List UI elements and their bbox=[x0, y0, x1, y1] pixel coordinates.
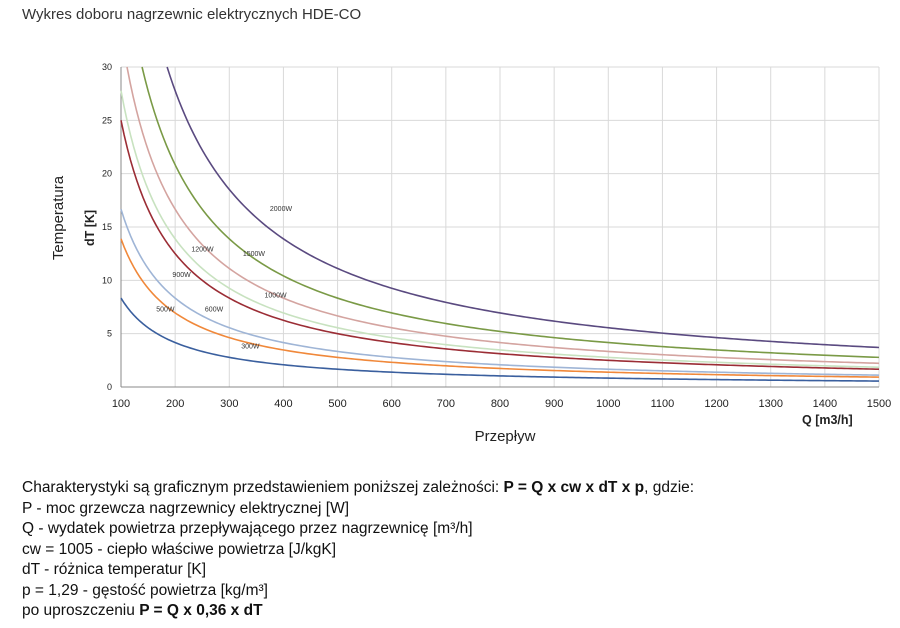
series-labels: 300W 500W 600W 900W 1000W 1200W 1500W 2000W bbox=[156, 206, 292, 351]
definition-p: P - moc grzewcza nagrzewnicy elektryczne… bbox=[22, 499, 350, 517]
formula-main: P = Q x cw x dT x p bbox=[503, 479, 645, 496]
series-line-600W bbox=[120, 208, 880, 376]
x-tick-label-200: 200 bbox=[166, 398, 184, 410]
x-tick-labels: 100 200 300 400 500 600 700 800 900 1000 1100 1200 1… bbox=[112, 398, 891, 410]
chart-title: Wykres doboru nagrzewnic elektrycznych H… bbox=[22, 6, 362, 23]
x-tick-label-300: 300 bbox=[220, 398, 238, 410]
formula-description: Charakterystyki są graficznym przedstawi… bbox=[22, 478, 694, 622]
y-tick-label-20: 20 bbox=[102, 169, 112, 179]
simplified-formula-line: po uproszczeniu P = Q x 0,36 x dT bbox=[22, 602, 263, 619]
x-axis-label-unit: Q [m3/h] bbox=[802, 413, 853, 427]
x-tick-label-1300: 1300 bbox=[758, 398, 782, 410]
definition-cw: cw = 1005 - ciepło właściwe powietrza [J… bbox=[22, 540, 337, 558]
y-tick-label-30: 30 bbox=[102, 62, 112, 72]
y-tick-label-0: 0 bbox=[107, 382, 112, 392]
x-tick-label-1000: 1000 bbox=[596, 398, 620, 410]
x-tick-label-1100: 1100 bbox=[651, 398, 675, 410]
x-tick-label-1200: 1200 bbox=[704, 398, 728, 410]
series-label-1000W: 1000W bbox=[264, 292, 287, 299]
x-tick-label-800: 800 bbox=[491, 398, 509, 410]
series-label-1500W: 1500W bbox=[243, 251, 266, 258]
y-tick-label-10: 10 bbox=[102, 275, 112, 285]
x-tick-label-600: 600 bbox=[383, 398, 401, 410]
definition-q: Q - wydatek powietrza przepływającego pr… bbox=[22, 520, 473, 537]
y-axis-label-main: Temperatura bbox=[50, 175, 67, 260]
series-lines bbox=[120, 66, 880, 382]
formula-simplified: P = Q x 0,36 x dT bbox=[139, 602, 263, 619]
definition-dt: dT - różnica temperatur [K] bbox=[22, 561, 207, 578]
formula-intro-line: Charakterystyki są graficznym przedstawi… bbox=[22, 479, 695, 496]
definition-density: p = 1,29 - gęstość powietrza [kg/m³] bbox=[22, 581, 268, 599]
series-label-900W: 900W bbox=[172, 272, 191, 279]
y-tick-labels: 0 5 10 15 20 25 30 bbox=[102, 62, 112, 392]
series-label-2000W: 2000W bbox=[270, 206, 293, 213]
series-label-1200W: 1200W bbox=[191, 247, 214, 254]
chart-area: 100 200 300 400 500 600 700 800 900 1000 1100 1200 1… bbox=[50, 62, 891, 445]
series-line-1200W bbox=[126, 66, 880, 365]
y-tick-label-5: 5 bbox=[107, 329, 112, 339]
series-label-600W: 600W bbox=[205, 306, 224, 313]
x-axis-label-main: Przepływ bbox=[475, 428, 536, 445]
x-tick-label-900: 900 bbox=[545, 398, 563, 410]
x-tick-label-400: 400 bbox=[274, 398, 292, 410]
x-tick-label-500: 500 bbox=[328, 398, 346, 410]
y-tick-label-15: 15 bbox=[102, 222, 112, 232]
series-line-300W bbox=[120, 297, 880, 382]
series-label-300W: 300W bbox=[241, 344, 260, 351]
y-axis-label-unit: dT [K] bbox=[83, 210, 97, 246]
x-tick-label-1400: 1400 bbox=[813, 398, 837, 410]
x-tick-label-1500: 1500 bbox=[867, 398, 891, 410]
series-line-2000W bbox=[166, 66, 880, 349]
series-line-1000W bbox=[120, 90, 880, 369]
series-line-500W bbox=[120, 238, 880, 378]
x-tick-label-700: 700 bbox=[437, 398, 455, 410]
x-tick-label-100: 100 bbox=[112, 398, 130, 410]
y-tick-label-25: 25 bbox=[102, 115, 112, 125]
series-line-900W bbox=[120, 120, 880, 371]
series-line-1500W bbox=[141, 66, 880, 359]
series-label-500W: 500W bbox=[156, 306, 175, 313]
